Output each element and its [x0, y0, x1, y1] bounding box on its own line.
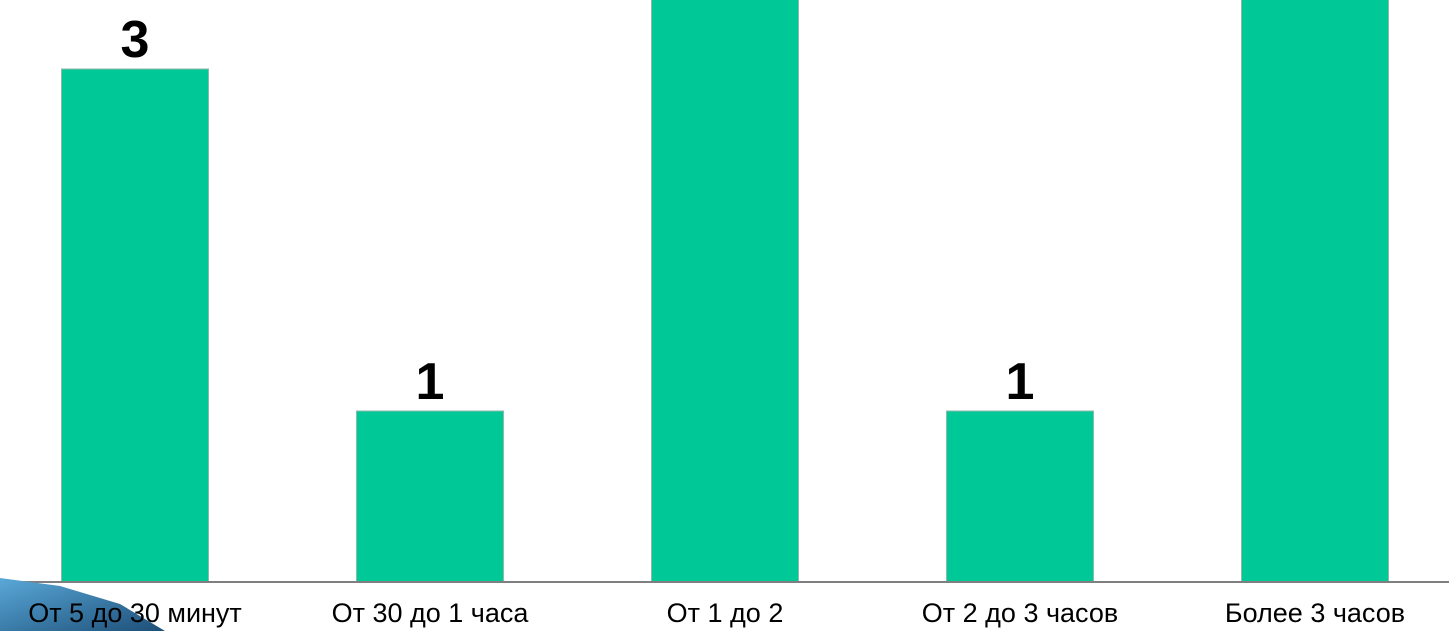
- bar-5: [1241, 0, 1389, 583]
- bars-layer: [61, 0, 1389, 583]
- data-label-4: 1: [1006, 353, 1035, 411]
- blue-gradient-corner-icon: [0, 578, 165, 631]
- corner-decoration: [0, 578, 165, 631]
- x-tick-label-2: От 30 до 1 часа: [332, 598, 530, 628]
- bar-1: [61, 68, 209, 583]
- x-tick-label-4: От 2 до 3 часов: [922, 598, 1118, 628]
- x-tick-label-1: От 5 до 30 минут: [28, 598, 242, 628]
- bar-4: [946, 410, 1094, 583]
- data-label-1: 3: [121, 11, 150, 69]
- bar-3: [651, 0, 799, 583]
- data-label-2: 1: [416, 353, 445, 411]
- bar-2: [356, 410, 504, 583]
- labels-layer: 3 От 5 до 30 минут 1 От 30 до 1 часа От 1 до…: [28, 11, 1405, 628]
- x-tick-label-3: От 1 до 2: [667, 598, 784, 628]
- x-tick-label-5: Более 3 часов: [1225, 598, 1405, 628]
